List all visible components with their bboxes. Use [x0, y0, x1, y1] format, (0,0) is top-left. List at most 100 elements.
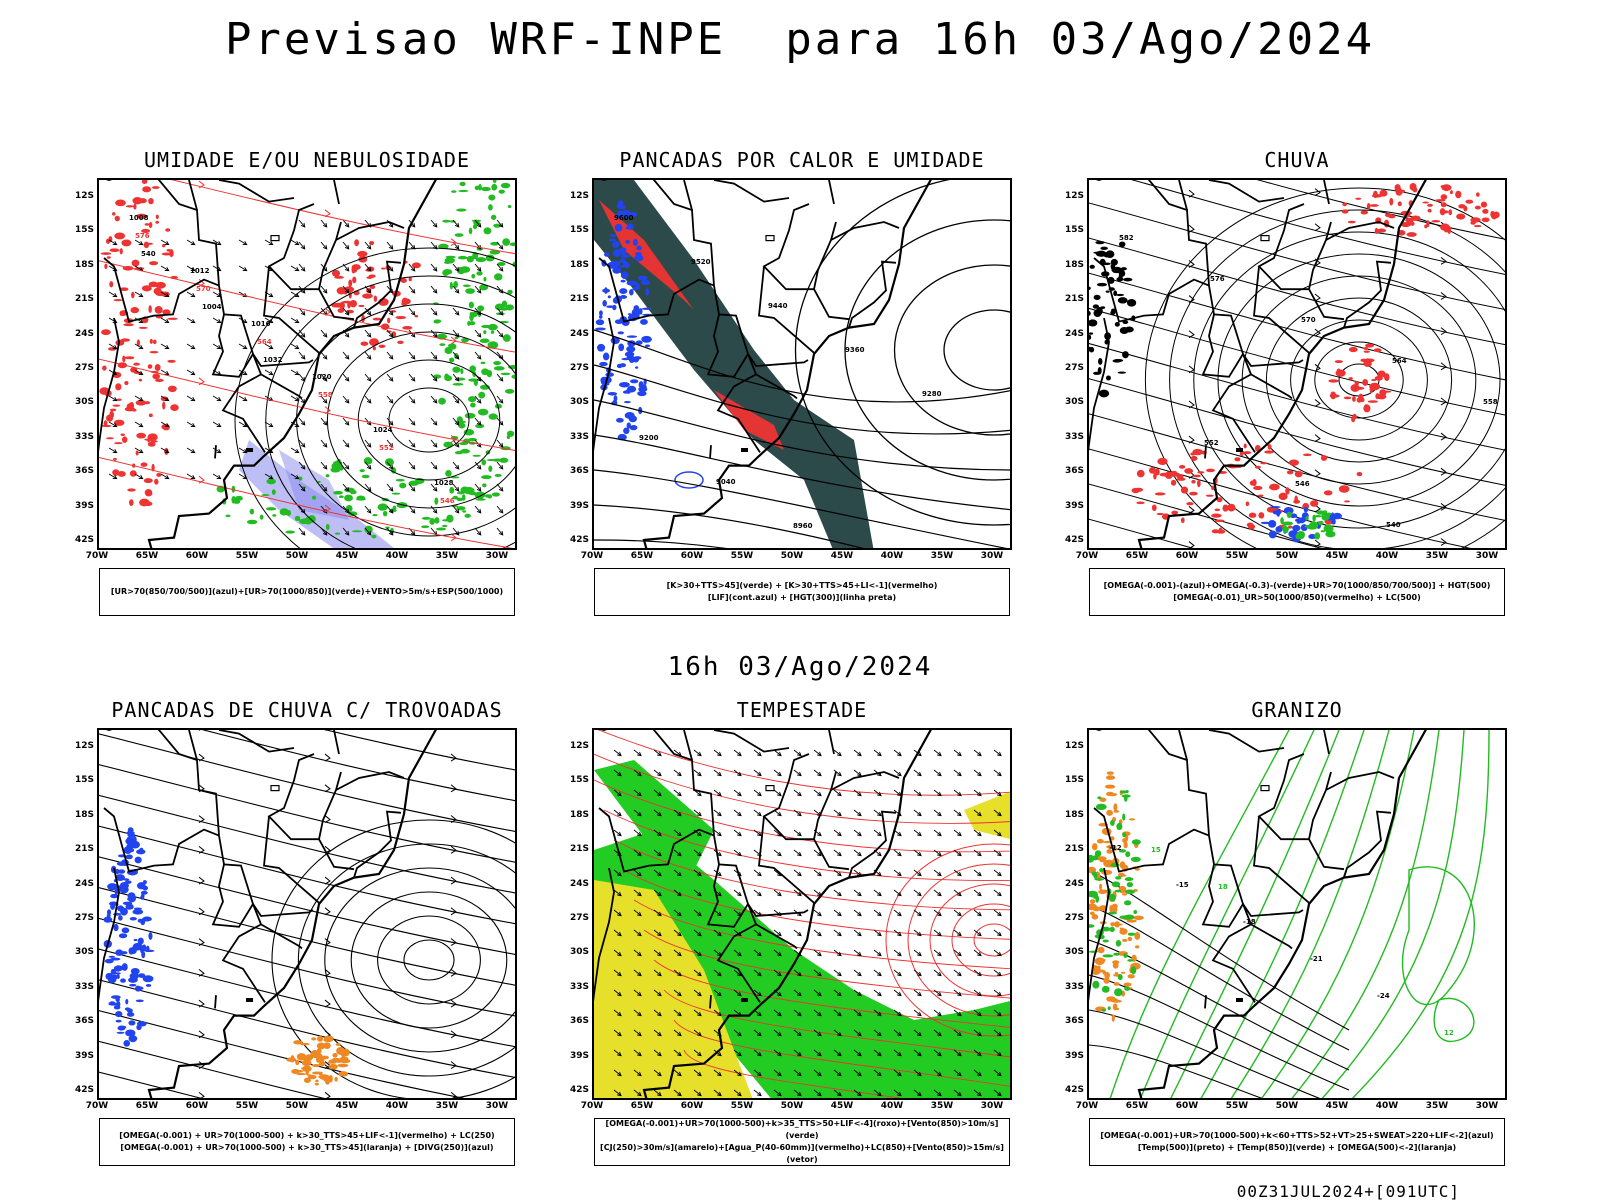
shaded-region	[1110, 820, 1115, 826]
longitude-label: 55W	[232, 551, 262, 561]
shaded-region	[1276, 528, 1283, 532]
shaded-region	[329, 1075, 333, 1082]
shaded-region	[457, 498, 464, 502]
shaded-region	[470, 403, 476, 408]
border-line	[334, 180, 339, 204]
shaded-region	[1102, 1009, 1106, 1012]
shaded-region	[1371, 379, 1376, 381]
shaded-region	[1450, 190, 1453, 194]
shaded-region	[1107, 771, 1114, 774]
shaded-region	[101, 329, 111, 335]
shaded-region	[1282, 527, 1287, 531]
shaded-region	[460, 182, 466, 186]
shaded-region	[620, 363, 626, 367]
shaded-region	[130, 973, 139, 980]
shaded-region	[1155, 492, 1166, 495]
shaded-region	[1427, 204, 1433, 207]
shaded-region	[1122, 794, 1131, 797]
shaded-region	[286, 510, 291, 516]
border-line	[714, 180, 789, 202]
contour-label: -21	[1310, 955, 1323, 963]
legend-line: [OMEGA(-0.001)-(azul)+OMEGA(-0.3)-(verde…	[1090, 580, 1504, 592]
contour-label: 564	[1392, 357, 1407, 365]
longitude-label: 60W	[1172, 551, 1202, 561]
shaded-region	[127, 403, 134, 411]
border-line	[261, 374, 302, 398]
contour-label: 1012	[190, 267, 210, 275]
shaded-region	[422, 517, 431, 520]
shaded-region	[155, 221, 159, 224]
streamline	[99, 730, 517, 803]
shaded-region	[149, 414, 153, 418]
longitude-label: 40W	[1372, 1101, 1402, 1111]
shaded-region	[356, 495, 365, 500]
shaded-region	[462, 510, 466, 512]
shaded-region	[458, 190, 468, 192]
shaded-region	[603, 353, 609, 361]
shaded-region	[601, 381, 605, 384]
shaded-region	[1097, 283, 1107, 287]
longitude-label: 40W	[877, 1101, 907, 1111]
shaded-region	[421, 525, 429, 528]
shaded-region	[114, 232, 125, 239]
shaded-region	[1095, 958, 1106, 962]
shaded-region	[469, 492, 477, 496]
shaded-region	[1108, 793, 1117, 796]
shaded-region	[127, 488, 135, 491]
shaded-region	[495, 474, 502, 477]
shaded-region	[1100, 247, 1108, 250]
border-line	[1259, 204, 1331, 289]
shaded-region	[1176, 474, 1183, 479]
shaded-region	[458, 423, 465, 429]
shaded-region	[1098, 890, 1107, 895]
contour-line	[325, 868, 517, 1052]
shaded-region	[1121, 972, 1125, 974]
shaded-region	[434, 319, 442, 323]
shaded-region	[1114, 982, 1120, 986]
shaded-region	[468, 378, 478, 381]
shaded-region	[109, 281, 113, 287]
latitude-label: 39S	[1054, 1051, 1084, 1061]
run-footer: 00Z31JUL2024+[091UTC]	[1237, 1182, 1460, 1201]
shaded-region	[1137, 470, 1145, 478]
shaded-region	[147, 433, 157, 441]
shaded-region	[332, 1053, 337, 1058]
shaded-region	[623, 391, 628, 394]
border-line	[829, 730, 834, 754]
shaded-region	[1365, 404, 1369, 406]
border-line	[1209, 730, 1284, 752]
border-line	[189, 730, 197, 760]
border-line	[1205, 995, 1206, 1008]
shaded-region	[1093, 372, 1100, 375]
shaded-region	[1247, 523, 1254, 527]
longitude-label: 45W	[332, 551, 362, 561]
shaded-region	[634, 255, 643, 262]
shaded-region	[136, 433, 146, 439]
shaded-region	[1475, 206, 1481, 210]
shaded-region	[1112, 960, 1119, 964]
shaded-region	[154, 479, 158, 485]
contour-label: 15	[1151, 846, 1161, 854]
shaded-region	[1377, 228, 1386, 232]
shaded-region	[1310, 500, 1318, 507]
shaded-region	[1342, 209, 1349, 213]
legend-line: [UR>70(850/700/500)](azul)+[UR>70(1000/8…	[100, 586, 514, 598]
latitude-label: 18S	[1054, 260, 1084, 270]
shaded-region	[445, 470, 452, 477]
shaded-region	[1135, 945, 1139, 948]
shaded-region	[317, 1036, 323, 1042]
shaded-region	[1250, 480, 1255, 485]
shaded-region	[1481, 202, 1487, 208]
shaded-region	[147, 243, 152, 245]
shaded-region	[609, 239, 617, 242]
contour-line	[845, 220, 1012, 480]
shaded-region	[225, 515, 230, 517]
shaded-region	[1089, 319, 1097, 326]
border-line	[1209, 180, 1284, 202]
shaded-region	[442, 525, 447, 527]
shaded-region	[300, 1043, 310, 1045]
shaded-region	[481, 325, 491, 328]
latitude-label: 15S	[64, 775, 94, 785]
shaded-region	[366, 276, 372, 279]
shaded-region	[964, 790, 1012, 840]
